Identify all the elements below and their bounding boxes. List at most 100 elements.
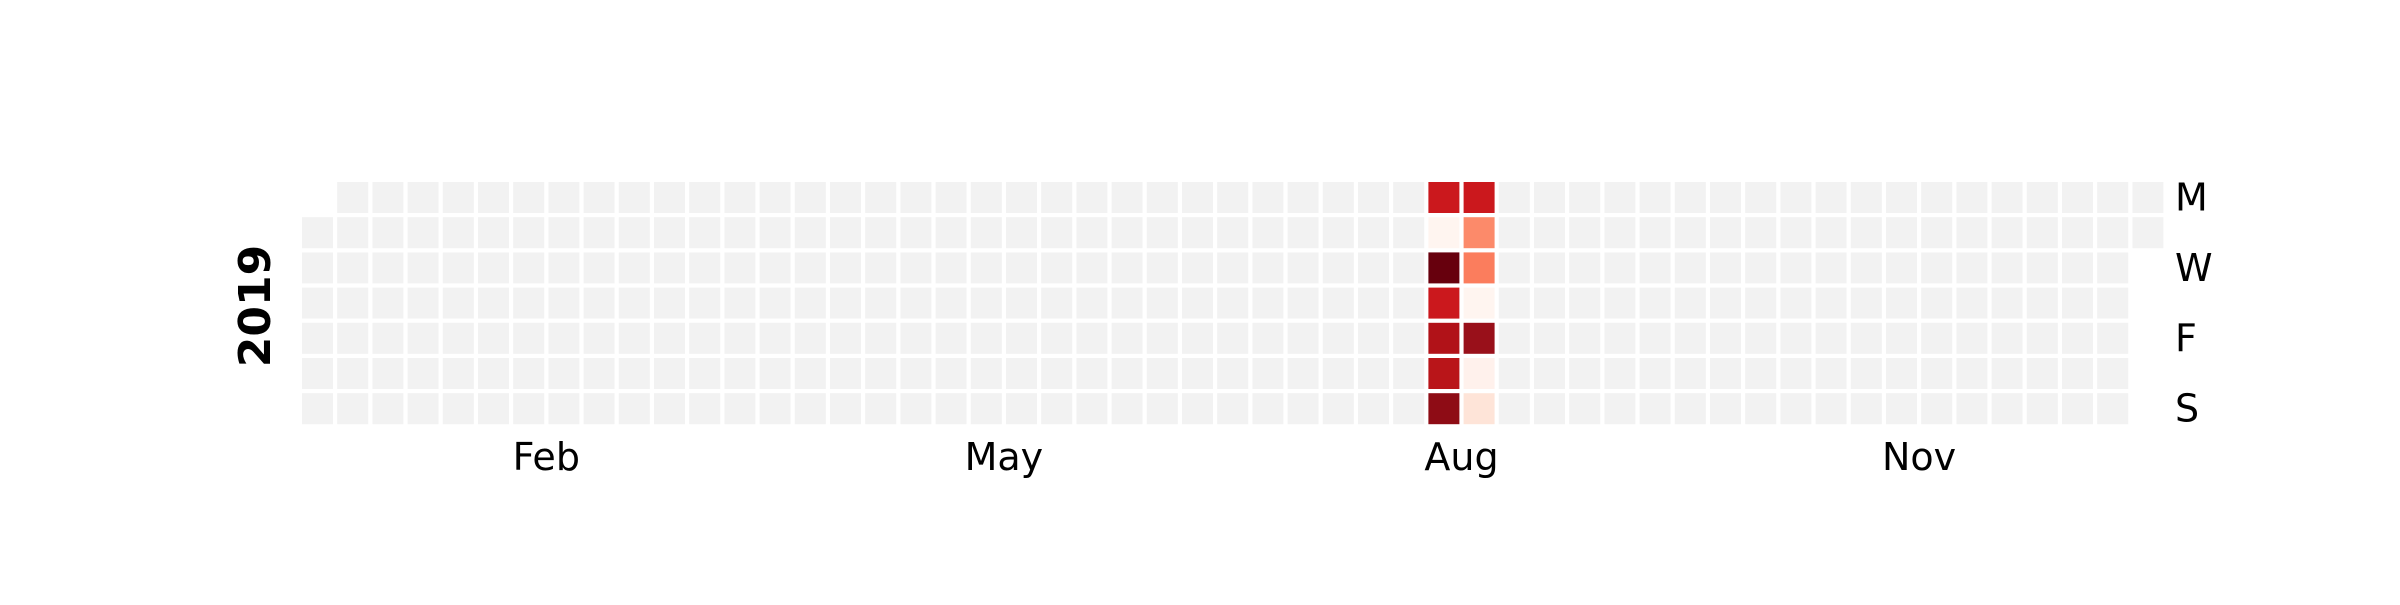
day-cell [1780, 287, 1812, 319]
day-cell [654, 287, 685, 319]
day-cell [794, 358, 826, 389]
day-cell [1921, 287, 1953, 319]
day-cell [442, 182, 474, 213]
day-cell [865, 252, 897, 284]
day-cell [372, 252, 404, 284]
day-cell [970, 358, 1002, 389]
day-cell [1604, 322, 1636, 354]
day-cell [759, 217, 791, 249]
day-cell [1534, 182, 1565, 213]
day-cell [1111, 182, 1143, 213]
day-cell [1006, 393, 1037, 425]
day-cell [407, 322, 439, 354]
day-cell [583, 287, 615, 319]
day-cell [1991, 393, 2023, 425]
day-cell [830, 358, 861, 389]
day-cell [900, 287, 932, 319]
day-cell [900, 252, 932, 284]
day-cell [1498, 287, 1530, 319]
day-cell [1534, 217, 1565, 249]
day-cell [2062, 358, 2093, 389]
day-cell [1815, 322, 1847, 354]
day-cell [1674, 182, 1706, 213]
day-cell [478, 182, 509, 213]
day-cell [1921, 393, 1953, 425]
day-cell [1639, 358, 1671, 389]
day-cell [1710, 322, 1741, 354]
day-cell [1393, 322, 1425, 354]
day-cell [1322, 182, 1354, 213]
day-cell [2062, 217, 2093, 249]
day-cell [478, 393, 509, 425]
heatmap-cells [302, 182, 2164, 425]
day-cell [1463, 358, 1495, 389]
day-cell [1146, 358, 1178, 389]
day-cell [1428, 182, 1460, 213]
day-cell [372, 287, 404, 319]
day-cell [1604, 287, 1636, 319]
day-cell [1393, 217, 1425, 249]
day-cell [935, 252, 967, 284]
day-cell [1569, 217, 1601, 249]
day-cell [1639, 393, 1671, 425]
day-cell [1182, 182, 1213, 213]
year-label: 2019 [230, 245, 281, 367]
month-label: Nov [1882, 435, 1956, 479]
day-cell [1252, 393, 1284, 425]
day-cell [1745, 322, 1777, 354]
day-cell [442, 393, 474, 425]
month-label: Feb [513, 435, 580, 479]
day-cell [1111, 217, 1143, 249]
day-cell [2026, 252, 2058, 284]
day-cell [1569, 393, 1601, 425]
day-cell [654, 393, 685, 425]
day-cell [1322, 287, 1354, 319]
day-cell [794, 252, 826, 284]
day-cell [1815, 287, 1847, 319]
day-cell [2097, 182, 2129, 213]
day-cell [1146, 287, 1178, 319]
day-cell [1710, 252, 1741, 284]
day-cell [1358, 322, 1389, 354]
day-cell [1886, 287, 1917, 319]
day-cell [1498, 217, 1530, 249]
day-cell [794, 217, 826, 249]
day-cell [337, 322, 369, 354]
day-cell [442, 287, 474, 319]
day-cell [1674, 252, 1706, 284]
day-cell [759, 287, 791, 319]
day-cell [1815, 217, 1847, 249]
day-cell [583, 252, 615, 284]
day-cell [1886, 393, 1917, 425]
day-cell [865, 287, 897, 319]
day-cell [1956, 322, 1988, 354]
day-cell [1287, 252, 1319, 284]
day-cell [618, 287, 650, 319]
day-cell [654, 358, 685, 389]
day-cell [1041, 217, 1073, 249]
day-cell [970, 393, 1002, 425]
day-cell [1428, 287, 1460, 319]
day-cell [935, 287, 967, 319]
day-cell [407, 287, 439, 319]
day-cell [1991, 287, 2023, 319]
day-cell [865, 217, 897, 249]
day-cell [1287, 217, 1319, 249]
day-cell [2132, 182, 2164, 213]
day-cell [1921, 322, 1953, 354]
day-cell [1956, 217, 1988, 249]
day-cell [1217, 217, 1249, 249]
day-cell [1886, 322, 1917, 354]
day-cell [407, 217, 439, 249]
day-cell [1710, 182, 1741, 213]
day-cell [724, 217, 756, 249]
day-cell [1217, 393, 1249, 425]
day-cell [618, 252, 650, 284]
day-cell [2097, 287, 2129, 319]
day-cell [970, 322, 1002, 354]
day-cell [618, 217, 650, 249]
day-cell [1006, 322, 1037, 354]
